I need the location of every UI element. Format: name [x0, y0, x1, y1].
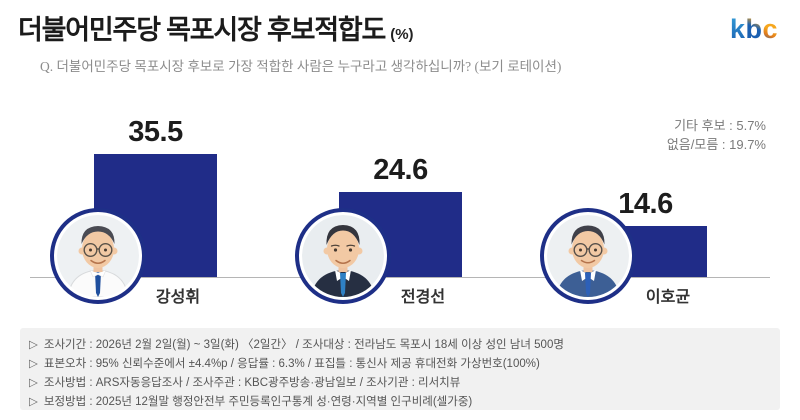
value-label-candidate-3: 14.6	[618, 188, 673, 220]
triangle-bullet-icon: ▷	[29, 377, 38, 389]
page-title-text: 더불어민주당 목포시장 후보적합도	[18, 15, 386, 45]
kbc-logo-letter-b: b	[745, 14, 763, 44]
residual-stats: 기타 후보 : 5.7% 없음/모름 : 19.7%	[667, 116, 766, 154]
methodology-line: ▷ 조사방법 : ARS자동응답조사 / 조사주관 : KBC광주방송·광남일보 …	[29, 374, 770, 393]
portrait-icon	[547, 215, 629, 297]
kbc-logo-letter-c: c	[762, 14, 778, 44]
candidate-name-2: 전경선	[400, 289, 446, 306]
methodology-text: 표본오차 : 95% 신뢰수준에서 ±4.4%p / 응답률 : 6.3% / …	[43, 358, 540, 370]
candidate-photo-2	[295, 208, 391, 304]
portrait-icon	[302, 215, 384, 297]
candidate-photo-3	[540, 208, 636, 304]
candidate-name-3: 이호균	[645, 289, 691, 306]
kbc-logo-letter-k: k	[729, 14, 746, 44]
x-axis-line	[30, 277, 770, 278]
none-dont-know-stat: 없음/모름 : 19.7%	[666, 137, 766, 152]
candidate-name-1: 강성휘	[155, 289, 201, 306]
candidate-photo-1	[50, 208, 146, 304]
methodology-line: ▷ 조사기간 : 2026년 2월 2일(월) ~ 3일(화) 〈2일간〉 / 조…	[29, 336, 770, 355]
page-title: 더불어민주당 목포시장 후보적합도 (%)	[18, 8, 414, 47]
methodology-text: 조사방법 : ARS자동응답조사 / 조사주관 : KBC광주방송·광남일보 /…	[43, 377, 461, 389]
triangle-bullet-icon: ▷	[29, 396, 38, 408]
triangle-bullet-icon: ▷	[29, 358, 38, 370]
survey-question: Q. 더불어민주당 목포시장 후보로 가장 적합한 사람은 누구라고 생각하십니…	[40, 59, 562, 74]
portrait-icon	[57, 215, 139, 297]
triangle-bullet-icon: ▷	[29, 339, 38, 351]
other-candidates-stat: 기타 후보 : 5.7%	[674, 118, 766, 133]
page-title-unit: (%)	[390, 26, 414, 43]
methodology-text: 조사기간 : 2026년 2월 2일(월) ~ 3일(화) 〈2일간〉 / 조사…	[43, 339, 564, 351]
value-label-candidate-2: 24.6	[373, 154, 428, 186]
methodology-line: ▷ 보정방법 : 2025년 12월말 행정안전부 주민등록인구통계 성·연령·지…	[29, 393, 770, 412]
methodology-line: ▷ 표본오차 : 95% 신뢰수준에서 ±4.4%p / 응답률 : 6.3% /…	[29, 355, 770, 374]
methodology-box: ▷ 조사기간 : 2026년 2월 2일(월) ~ 3일(화) 〈2일간〉 / 조…	[20, 328, 780, 410]
kbc-logo: kbc	[730, 14, 778, 44]
value-label-candidate-1: 35.5	[128, 116, 183, 148]
methodology-text: 보정방법 : 2025년 12월말 행정안전부 주민등록인구통계 성·연령·지역…	[43, 396, 473, 408]
